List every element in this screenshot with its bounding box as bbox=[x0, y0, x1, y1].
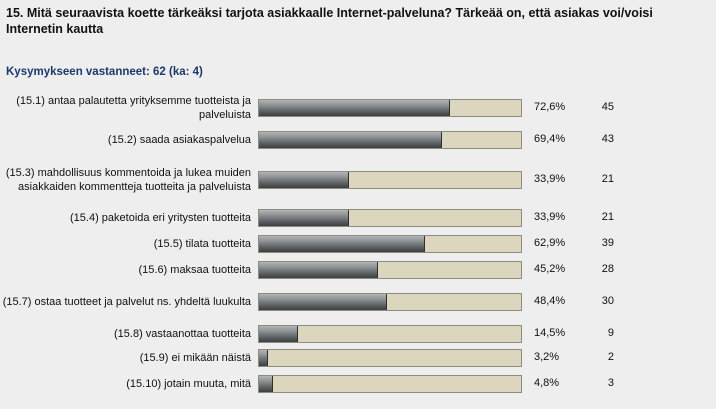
bar-track bbox=[258, 235, 522, 253]
bar-count-label: 3 bbox=[607, 377, 614, 389]
bar-fill bbox=[259, 210, 349, 226]
bar-category-label: (15.3) mahdollisuus kommentoida ja lukea… bbox=[5, 167, 251, 193]
bar-percent-label: 14,5% bbox=[534, 327, 566, 339]
bar-fill bbox=[259, 100, 451, 116]
bar-percent-label: 3,2% bbox=[534, 351, 560, 363]
bar-track bbox=[258, 171, 522, 189]
bar-fill bbox=[259, 376, 273, 392]
bar-track bbox=[258, 209, 522, 227]
bar-category-label: (15.9) ei mikään näistä bbox=[139, 352, 251, 364]
bar-track bbox=[258, 261, 522, 279]
bar-percent-label: 33,9% bbox=[534, 173, 566, 185]
bar-percent-label: 62,9% bbox=[534, 237, 566, 249]
bar-category-label: (15.1) antaa palautetta yrityksemme tuot… bbox=[16, 95, 251, 121]
bar-category-label: (15.6) maksaa tuotteita bbox=[138, 264, 251, 276]
bar-track bbox=[258, 131, 522, 149]
bar-percent-label: 69,4% bbox=[534, 133, 566, 145]
bar-fill bbox=[259, 262, 379, 278]
bar-category-label: (15.2) saada asiakaspalvelua bbox=[107, 134, 251, 146]
bar-track bbox=[258, 375, 522, 393]
bar-fill bbox=[259, 294, 387, 310]
bar-category-label: (15.7) ostaa tuotteet ja palvelut ns. yh… bbox=[2, 296, 251, 308]
bar-count-label: 39 bbox=[601, 237, 614, 249]
bar-track bbox=[258, 99, 522, 117]
bar-percent-label: 45,2% bbox=[534, 263, 566, 275]
bar-percent-label: 48,4% bbox=[534, 295, 566, 307]
bar-fill bbox=[259, 326, 298, 342]
bar-category-label: (15.10) jotain muuta, mitä bbox=[126, 378, 251, 390]
bar-count-label: 43 bbox=[601, 133, 614, 145]
bar-track bbox=[258, 293, 522, 311]
bar-percent-label: 72,6% bbox=[534, 101, 566, 113]
bar-count-label: 28 bbox=[601, 263, 614, 275]
bar-track bbox=[258, 349, 522, 367]
bar-count-label: 21 bbox=[601, 173, 614, 185]
bar-count-label: 21 bbox=[601, 211, 614, 223]
bar-fill bbox=[259, 350, 269, 366]
bar-category-label: (15.4) paketoida eri yritysten tuotteita bbox=[70, 212, 251, 224]
bar-percent-label: 33,9% bbox=[534, 211, 566, 223]
bar-track bbox=[258, 325, 522, 343]
bar-category-label: (15.8) vastaanottaa tuotteita bbox=[114, 328, 251, 340]
bar-count-label: 9 bbox=[607, 327, 614, 339]
bar-count-label: 2 bbox=[607, 351, 614, 363]
respondents-count: Kysymykseen vastanneet: 62 (ka: 4) bbox=[6, 66, 203, 78]
bar-fill bbox=[259, 172, 349, 188]
bar-fill bbox=[259, 236, 425, 252]
bar-count-label: 30 bbox=[601, 295, 614, 307]
bar-category-label: (15.5) tilata tuotteita bbox=[153, 238, 251, 250]
bar-percent-label: 4,8% bbox=[534, 377, 560, 389]
bar-fill bbox=[259, 132, 442, 148]
bar-count-label: 45 bbox=[601, 101, 614, 113]
question-title: 15. Mitä seuraavista koette tärkeäksi ta… bbox=[6, 6, 653, 36]
